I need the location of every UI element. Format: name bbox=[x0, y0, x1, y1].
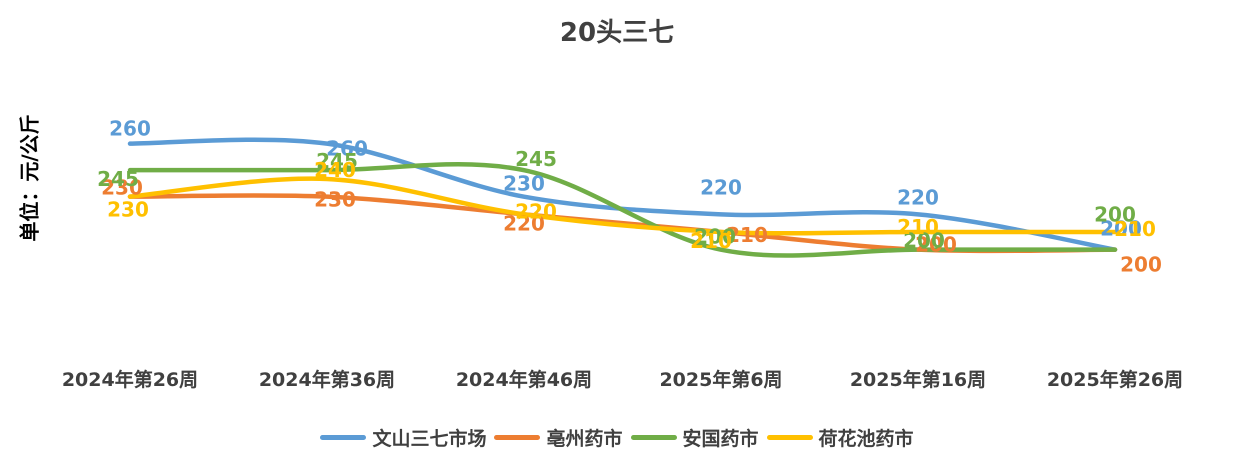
data-label: 200 bbox=[1094, 203, 1136, 227]
data-label: 220 bbox=[897, 185, 939, 209]
x-tick-label: 2024年第46周 bbox=[456, 368, 592, 391]
data-label: 220 bbox=[515, 199, 557, 223]
legend-swatch bbox=[630, 435, 677, 440]
data-label: 245 bbox=[515, 147, 557, 171]
data-label: 230 bbox=[107, 198, 149, 222]
legend-item: 安国药市 bbox=[630, 424, 759, 451]
data-label: 240 bbox=[314, 158, 356, 182]
data-label: 260 bbox=[109, 117, 151, 141]
legend-label: 安国药市 bbox=[682, 428, 759, 450]
data-label: 210 bbox=[897, 215, 939, 239]
data-label: 210 bbox=[726, 223, 768, 247]
data-label: 245 bbox=[97, 167, 139, 191]
data-label: 230 bbox=[314, 188, 356, 212]
data-label: 260 bbox=[326, 137, 368, 161]
data-label: 200 bbox=[915, 233, 957, 257]
data-label: 210 bbox=[1114, 217, 1156, 241]
legend-swatch bbox=[494, 435, 541, 440]
legend-label: 荷花池药市 bbox=[818, 428, 914, 450]
x-tick-label: 2024年第26周 bbox=[62, 368, 198, 391]
data-label: 245 bbox=[316, 149, 358, 173]
x-tick-label: 2024年第36周 bbox=[259, 368, 395, 391]
data-label: 200 bbox=[1100, 217, 1142, 241]
legend-item: 文山三七市场 bbox=[320, 424, 486, 451]
chart-legend: 文山三七市场 亳州药市 安国药市 荷花池药市 bbox=[0, 424, 1234, 451]
data-label: 220 bbox=[503, 211, 545, 235]
data-label: 200 bbox=[903, 229, 945, 253]
x-tick-label: 2025年第16周 bbox=[850, 368, 986, 391]
data-label: 220 bbox=[700, 175, 742, 199]
data-label: 200 bbox=[1120, 253, 1162, 277]
x-tick-label: 2025年第26周 bbox=[1047, 368, 1183, 391]
series-line-3 bbox=[127, 162, 1118, 258]
legend-label: 文山三七市场 bbox=[372, 428, 487, 450]
data-label: 230 bbox=[503, 172, 545, 196]
legend-swatch bbox=[766, 435, 813, 440]
legend-swatch bbox=[320, 435, 367, 440]
x-tick-label: 2025年第6周 bbox=[659, 368, 782, 391]
series-line-4 bbox=[127, 176, 1118, 236]
data-label: 230 bbox=[101, 176, 143, 200]
data-label: 210 bbox=[690, 229, 732, 253]
data-label: 200 bbox=[694, 225, 736, 249]
legend-item: 亳州药市 bbox=[494, 424, 623, 451]
legend-label: 亳州药市 bbox=[546, 428, 623, 450]
series-lines bbox=[127, 137, 1118, 258]
chart-title: 20头三七 bbox=[559, 18, 675, 48]
legend-item: 荷花池药市 bbox=[766, 424, 914, 451]
